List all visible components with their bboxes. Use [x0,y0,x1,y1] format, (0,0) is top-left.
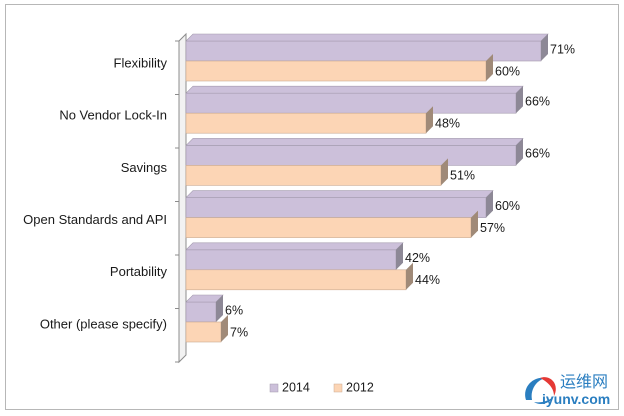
bar-side-face [441,158,448,186]
bar-side-face [471,210,478,238]
bar-2012 [185,165,442,186]
bar-2012 [185,321,222,343]
value-label: 44% [415,273,440,287]
bar-top-face [185,190,494,198]
legend-label: 2012 [346,380,374,394]
bar-side-face [396,242,403,270]
value-label: 6% [225,303,243,317]
bar-2012 [185,269,407,291]
value-label: 60% [495,199,520,213]
bar-top-face [185,242,404,251]
bar-2014 [185,40,542,62]
bar-side-face [486,54,493,81]
axis-wall [178,32,187,364]
value-label: 51% [450,169,475,183]
category-label: No Vendor Lock-In [59,108,167,123]
bar-side-face [516,86,523,114]
bar-2014 [185,301,217,323]
legend-label: 2014 [282,380,310,394]
bar-side-face [216,295,223,322]
bar-2012 [185,112,427,134]
bar-2012 [185,60,487,82]
bar-2012 [185,217,472,238]
value-label: 7% [230,325,248,339]
bar-top-face [185,138,524,146]
value-label: 66% [525,147,550,161]
bar-2014 [185,249,397,271]
value-label: 66% [525,94,550,108]
legend-swatch-2014 [269,383,279,393]
value-label: 71% [550,42,575,56]
category-label: Savings [121,160,168,175]
bar-side-face [541,34,548,61]
category-label: Open Standards and API [23,212,167,227]
watermark-cn: 运维网 [560,372,609,391]
bar-side-face [426,106,433,134]
bar-side-face [486,190,493,218]
bar-side-face [516,138,523,166]
category-label: Flexibility [114,55,168,70]
bar-2014 [185,92,517,114]
bar-side-face [406,262,413,290]
bar-side-face [221,315,228,342]
value-label: 48% [435,116,460,130]
bar-2014 [185,197,487,218]
bar-2014 [185,145,517,166]
value-label: 57% [480,221,505,235]
watermark: 运维网 iyunv.com [520,368,620,414]
bar-top-face [185,85,524,94]
value-label: 60% [495,64,520,78]
value-label: 42% [405,251,430,265]
watermark-logo-icon [525,377,556,404]
bar-top-face [185,33,549,42]
category-label: Other (please specify) [40,316,167,331]
category-label: Portability [110,264,168,279]
legend-swatch-2012 [333,383,343,393]
watermark-url: iyunv.com [542,391,611,407]
